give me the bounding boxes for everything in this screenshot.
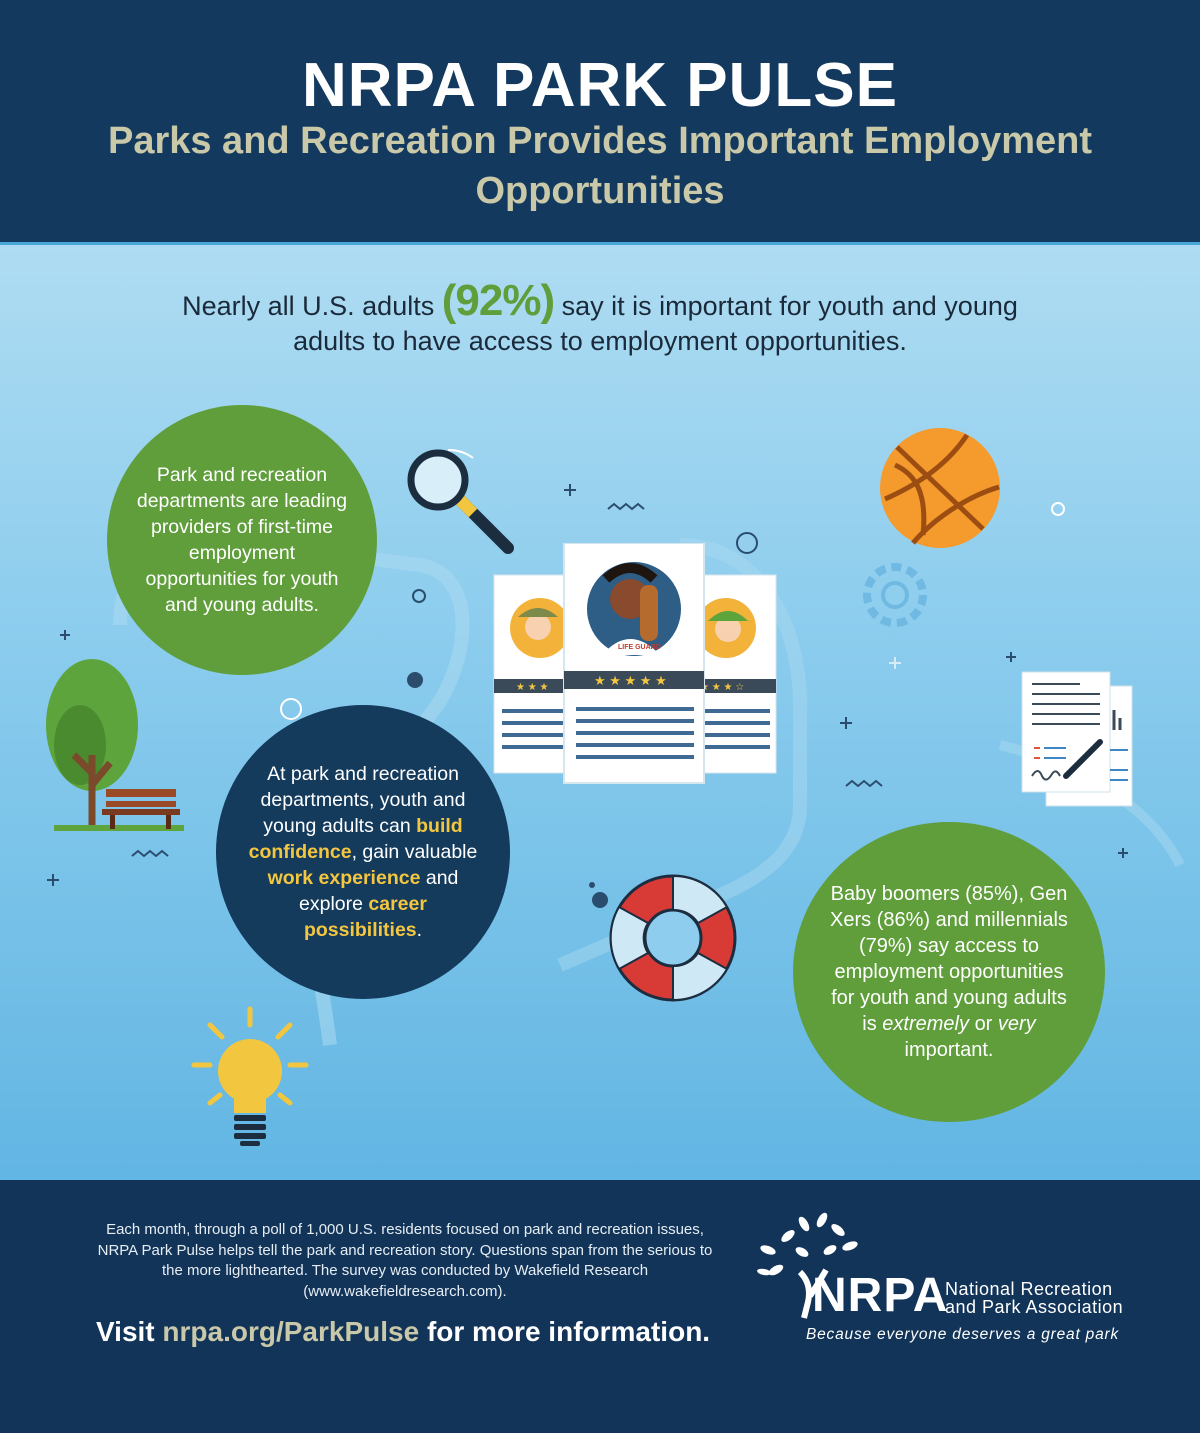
emphasis-extremely: extremely	[882, 1013, 969, 1035]
tagline: Because everyone deserves a great park	[806, 1326, 1120, 1343]
benefits-text-2: , gain valuable	[351, 841, 478, 863]
highlight-build-confidence: build confidence	[248, 815, 463, 863]
gear-icon	[863, 563, 927, 627]
footer: Each month, through a poll of 1,000 U.S.…	[0, 1180, 1200, 1433]
generations-text-1: Baby boomers (85%), Gen Xers (86%) and m…	[830, 883, 1068, 1035]
tree-icon	[46, 659, 184, 831]
org-name-line2: and Park Association	[945, 1297, 1124, 1317]
life-ring-icon	[609, 874, 737, 1002]
basketball-icon	[880, 428, 1000, 548]
benefits-text-4: .	[416, 919, 423, 941]
intro-statement: Nearly all U.S. adults (92%) say it is i…	[150, 279, 1050, 359]
fact-circle-generations: Baby boomers (85%), Gen Xers (86%) and m…	[793, 822, 1105, 1122]
benefits-text-1: At park and recreation departments, yout…	[260, 763, 466, 837]
page-subtitle: Parks and Recreation Provides Important …	[107, 120, 1093, 212]
generations-text-3: important.	[904, 1039, 994, 1061]
page-title: NRPA PARK PULSE	[301, 51, 898, 120]
emphasis-very: very	[997, 1013, 1036, 1035]
intro-before: Nearly all U.S. adults	[182, 291, 435, 321]
highlight-career-possibilities: career possibilities	[303, 893, 427, 941]
lightbulb-icon	[191, 1006, 309, 1146]
resume-cards: ★ ★ ★ ★ ★ ★ ☆ LIFE GUARD ★ ★ ★ ★ ★	[493, 543, 777, 784]
fact-circle-text: At park and recreation departments, yout…	[246, 761, 480, 943]
header: NRPA PARK PULSE Parks and Recreation Pro…	[0, 0, 1200, 245]
fact-circle-benefits: At park and recreation departments, yout…	[216, 705, 510, 999]
document-icon	[1021, 671, 1133, 807]
intro-after: say it is important for youth and young …	[293, 291, 1018, 356]
svg-text:★ ★ ★: ★ ★ ★	[516, 682, 548, 693]
svg-text:★ ★ ★ ☆: ★ ★ ★ ☆	[700, 682, 744, 693]
highlight-work-experience: work experience	[267, 867, 421, 889]
visit-line: Visit nrpa.org/ParkPulse for more inform…	[96, 1316, 710, 1348]
generations-text-2: or	[974, 1013, 993, 1035]
logo-wordmark: NRPA	[812, 1269, 949, 1322]
resume-card-icon: LIFE GUARD ★ ★ ★ ★ ★	[563, 543, 705, 784]
visit-prefix: Visit	[96, 1316, 155, 1347]
magnifier-icon	[407, 448, 514, 554]
fact-circle-text: Park and recreation departments are lead…	[136, 464, 348, 616]
resume-card-icon: ★ ★ ★ ☆	[695, 574, 777, 774]
bench-icon	[102, 789, 180, 829]
tree-logo-icon	[757, 1212, 858, 1319]
main-panel: Nearly all U.S. adults (92%) say it is i…	[0, 245, 1200, 1180]
visit-link[interactable]: nrpa.org/ParkPulse	[162, 1316, 420, 1347]
benefits-text-3: and explore	[299, 867, 459, 915]
pen-icon	[1063, 739, 1103, 779]
visit-suffix: for more information.	[426, 1316, 711, 1347]
fact-circle-text: Baby boomers (85%), Gen Xers (86%) and m…	[823, 881, 1075, 1063]
org-name-line1: National Recreation	[945, 1279, 1113, 1299]
survey-note: Each month, through a poll of 1,000 U.S.…	[97, 1221, 713, 1300]
intro-stat: (92%)	[441, 276, 555, 325]
fact-circle-first-time-jobs: Park and recreation departments are lead…	[107, 405, 377, 675]
svg-text:★ ★ ★ ★ ★: ★ ★ ★ ★ ★	[594, 673, 667, 688]
resume-card-icon: ★ ★ ★	[493, 574, 575, 774]
shirt-text: LIFE GUARD	[618, 644, 661, 651]
